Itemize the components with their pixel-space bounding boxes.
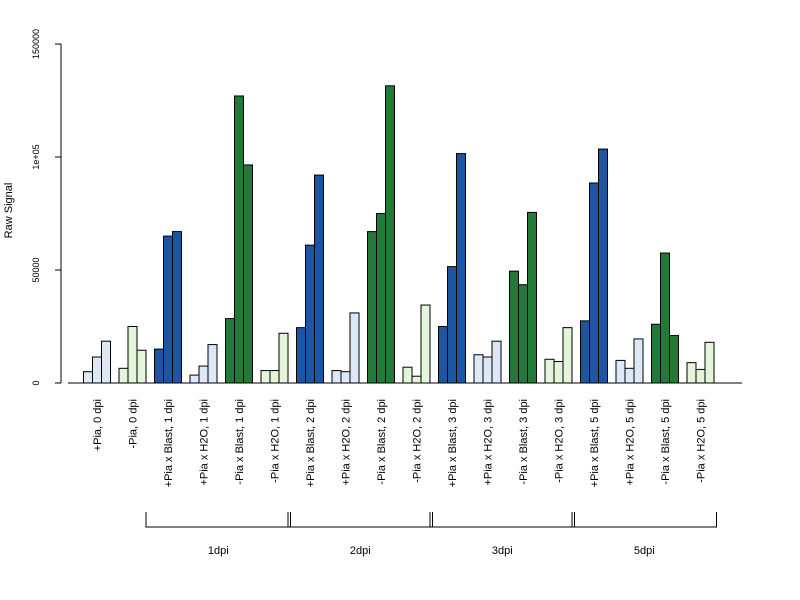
bar — [544, 358, 555, 384]
bar — [509, 270, 519, 384]
category-label: +Pia x H2O, 3 dpi — [483, 399, 495, 486]
bar — [127, 326, 138, 384]
y-tick-label: 150000 — [31, 29, 41, 59]
bar — [83, 371, 93, 384]
category-label: +Pia x H2O, 1 dpi — [199, 399, 211, 486]
y-tick-label: 50000 — [31, 257, 41, 282]
bar — [704, 341, 715, 384]
group-label: 2dpi — [350, 545, 371, 557]
bar — [562, 327, 573, 384]
category-label: +Pia x Blast, 2 dpi — [305, 399, 317, 487]
bar — [438, 326, 448, 384]
y-axis-title: Raw Signal — [3, 183, 15, 239]
bar — [420, 304, 431, 384]
bar — [385, 85, 395, 384]
bars — [83, 85, 715, 384]
category-label: -Pia x H2O, 5 dpi — [696, 399, 708, 483]
bar — [92, 356, 102, 384]
bar — [615, 359, 626, 384]
group-bracket — [145, 512, 291, 528]
bar — [456, 153, 466, 384]
bar — [624, 367, 635, 384]
bar — [269, 370, 280, 384]
bar — [411, 375, 422, 384]
y-tick-label: 1e+05 — [31, 144, 41, 169]
bar — [518, 284, 528, 384]
category-label: +Pia x H2O, 2 dpi — [341, 399, 353, 486]
bar — [154, 348, 164, 384]
bar — [243, 164, 253, 384]
category-label: -Pia x Blast, 5 dpi — [660, 399, 672, 485]
group-label: 5dpi — [634, 545, 655, 557]
group-bracket — [429, 512, 575, 528]
bar — [225, 318, 235, 384]
group-brackets: 1dpi 2dpi 3dpi 5dpi — [145, 512, 717, 557]
bar — [527, 211, 537, 384]
bar — [598, 148, 608, 384]
bar — [633, 338, 644, 384]
group-bracket — [571, 512, 717, 528]
bar — [660, 252, 670, 384]
bar — [198, 365, 209, 384]
bar — [349, 312, 360, 384]
bar — [163, 235, 173, 384]
bar — [305, 244, 315, 384]
bar — [669, 335, 679, 384]
bar — [234, 95, 244, 384]
bar — [278, 332, 289, 384]
bar — [473, 354, 484, 384]
bar — [331, 370, 342, 384]
category-label: -Pia x H2O, 3 dpi — [554, 399, 566, 483]
bar — [651, 323, 661, 384]
bar — [491, 340, 502, 384]
bar — [101, 340, 111, 384]
group-label: 1dpi — [208, 545, 229, 557]
bar — [314, 174, 324, 384]
bar — [172, 231, 182, 384]
category-label: +Pia x Blast, 1 dpi — [163, 399, 175, 487]
bar — [296, 327, 306, 384]
bar — [118, 367, 129, 384]
category-label: +Pia x H2O, 5 dpi — [625, 399, 637, 486]
bar — [376, 213, 386, 384]
bar — [580, 320, 590, 384]
category-label: -Pia x H2O, 2 dpi — [412, 399, 424, 483]
bar — [482, 356, 493, 384]
category-label: +Pia x Blast, 3 dpi — [447, 399, 459, 487]
bar — [136, 349, 147, 384]
bar — [686, 362, 697, 384]
category-label: +Pia, 0 dpi — [92, 399, 104, 451]
category-label: -Pia x Blast, 3 dpi — [518, 399, 530, 485]
y-ticks: 0 50000 1e+05 150000 — [31, 29, 61, 386]
y-tick-label: 0 — [31, 380, 41, 385]
bar — [367, 231, 377, 384]
group-label: 3dpi — [492, 545, 513, 557]
category-labels: +Pia, 0 dpi -Pia, 0 dpi +Pia x Blast, 1 dp… — [92, 399, 708, 487]
bar — [402, 366, 413, 384]
bar — [447, 266, 457, 384]
bar — [695, 368, 706, 384]
bar — [553, 361, 564, 384]
category-label: +Pia x Blast, 5 dpi — [589, 399, 601, 487]
category-label: -Pia x Blast, 2 dpi — [376, 399, 388, 485]
bar — [207, 344, 218, 384]
bar — [189, 374, 200, 384]
category-label: -Pia, 0 dpi — [128, 399, 140, 449]
category-label: -Pia x Blast, 1 dpi — [234, 399, 246, 485]
category-label: -Pia x H2O, 1 dpi — [270, 399, 282, 483]
bar — [340, 371, 351, 384]
group-bracket — [287, 512, 433, 528]
bar — [589, 182, 599, 384]
bar — [260, 370, 271, 384]
